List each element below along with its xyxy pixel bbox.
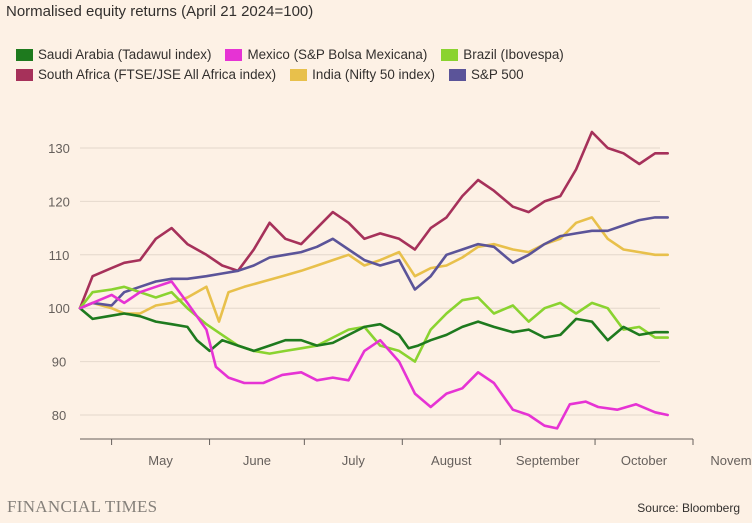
publisher-logo: FINANCIAL TIMES <box>7 497 158 516</box>
series-line-brazil <box>78 285 669 363</box>
gridlines <box>80 147 660 416</box>
series-line-south-africa <box>78 130 669 310</box>
legend-swatch-south-africa <box>16 69 33 81</box>
x-tick-label-june: June <box>243 453 271 468</box>
y-tick-label-130: 130 <box>48 141 70 156</box>
legend-row-2: South Africa (FTSE/JSE All Africa index)… <box>16 65 746 85</box>
series-line-sp500 <box>78 216 669 310</box>
chart-title: Normalised equity returns (April 21 2024… <box>6 3 314 20</box>
y-tick-label-110: 110 <box>49 248 70 263</box>
legend-label-india: India (Nifty 50 index) <box>312 67 435 82</box>
legend-swatch-saudi-arabia <box>16 49 33 61</box>
legend-swatch-sp500 <box>448 69 466 81</box>
series-line-saudi-arabia <box>78 306 669 353</box>
x-tick-label-may: May <box>148 453 173 468</box>
series-line-mexico <box>78 280 669 430</box>
legend-item-south-africa: South Africa (FTSE/JSE All Africa index) <box>16 65 276 85</box>
source-note: Source: Bloomberg <box>637 501 740 515</box>
legend-label-sp500: S&P 500 <box>470 67 524 82</box>
series-lines <box>78 130 669 430</box>
x-tick-label-september: September <box>516 453 580 468</box>
legend-label-saudi-arabia: Saudi Arabia (Tadawul index) <box>38 47 212 62</box>
legend-item-india: India (Nifty 50 index) <box>290 65 435 85</box>
legend-label-mexico: Mexico (S&P Bolsa Mexicana) <box>247 47 428 62</box>
legend-row-1: Saudi Arabia (Tadawul index) Mexico (S&P… <box>16 45 746 65</box>
legend-item-saudi-arabia: Saudi Arabia (Tadawul index) <box>16 45 211 65</box>
legend-swatch-brazil <box>441 49 459 61</box>
legend-item-mexico: Mexico (S&P Bolsa Mexicana) <box>225 45 427 65</box>
legend-label-brazil: Brazil (Ibovespa) <box>463 47 564 62</box>
legend: Saudi Arabia (Tadawul index) Mexico (S&P… <box>16 45 746 85</box>
y-tick-label-90: 90 <box>52 355 66 370</box>
y-axis-tick-labels: 80 90 100 110 120 130 <box>48 141 70 423</box>
legend-item-brazil: Brazil (Ibovespa) <box>441 45 564 65</box>
y-tick-label-120: 120 <box>48 194 70 209</box>
y-tick-label-100: 100 <box>48 301 70 316</box>
x-axis: May June July August September October Novembe… <box>80 438 752 468</box>
x-tick-label-october: October <box>621 453 668 468</box>
legend-swatch-india <box>290 69 308 81</box>
x-tick-label-july: July <box>342 453 366 468</box>
y-tick-label-80: 80 <box>52 408 66 423</box>
legend-item-sp500: S&P 500 <box>448 65 524 85</box>
x-tick-label-august: August <box>431 453 472 468</box>
legend-swatch-mexico <box>225 49 243 61</box>
x-tick-label-november: November <box>710 453 752 468</box>
legend-label-south-africa: South Africa (FTSE/JSE All Africa index) <box>38 67 277 82</box>
line-chart: 80 90 100 110 120 130 May June July August Septem… <box>48 130 752 468</box>
